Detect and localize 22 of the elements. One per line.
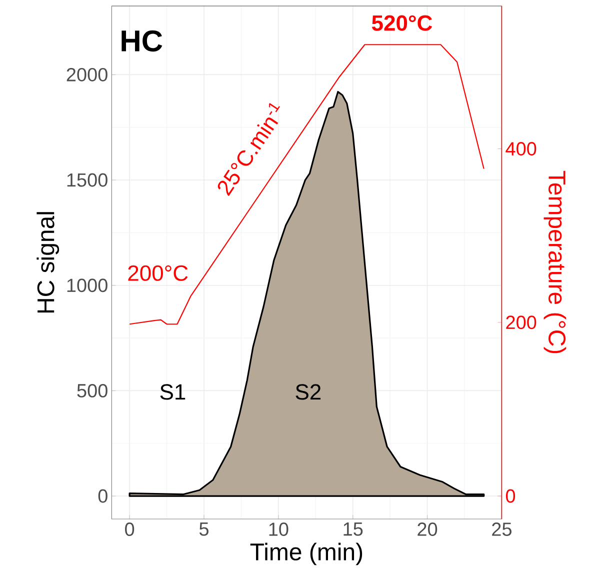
x-tick-label: 0 (125, 522, 134, 536)
y-tick-label: 1500 (67, 173, 108, 187)
x-axis-title: Time (min) (250, 542, 362, 566)
y-tick-label: 0 (98, 489, 108, 503)
x-tick-label: 10 (269, 522, 288, 536)
y2-tick-label: 200 (506, 316, 536, 330)
x-tick-label: 15 (344, 522, 363, 536)
y2-tick-label: 0 (506, 489, 516, 503)
x-tick-label: 25 (492, 522, 512, 536)
y-tick-label: 2000 (66, 68, 108, 82)
y2-tick-label: 400 (506, 142, 536, 156)
annotation: S1 (160, 384, 186, 400)
y2-axis-title: Temperature (°C) (544, 170, 566, 354)
y-tick-label: 1000 (67, 278, 108, 292)
annotation: 200°C (128, 265, 188, 281)
y-axis-title: HC signal (36, 212, 60, 313)
annotation: S2 (296, 384, 321, 400)
text: HC (122, 30, 162, 52)
x-tick-label: 5 (199, 522, 208, 536)
x-tick-label: 20 (418, 522, 438, 536)
annotation: 520°C (372, 15, 432, 31)
y-tick-label: 500 (77, 384, 108, 398)
